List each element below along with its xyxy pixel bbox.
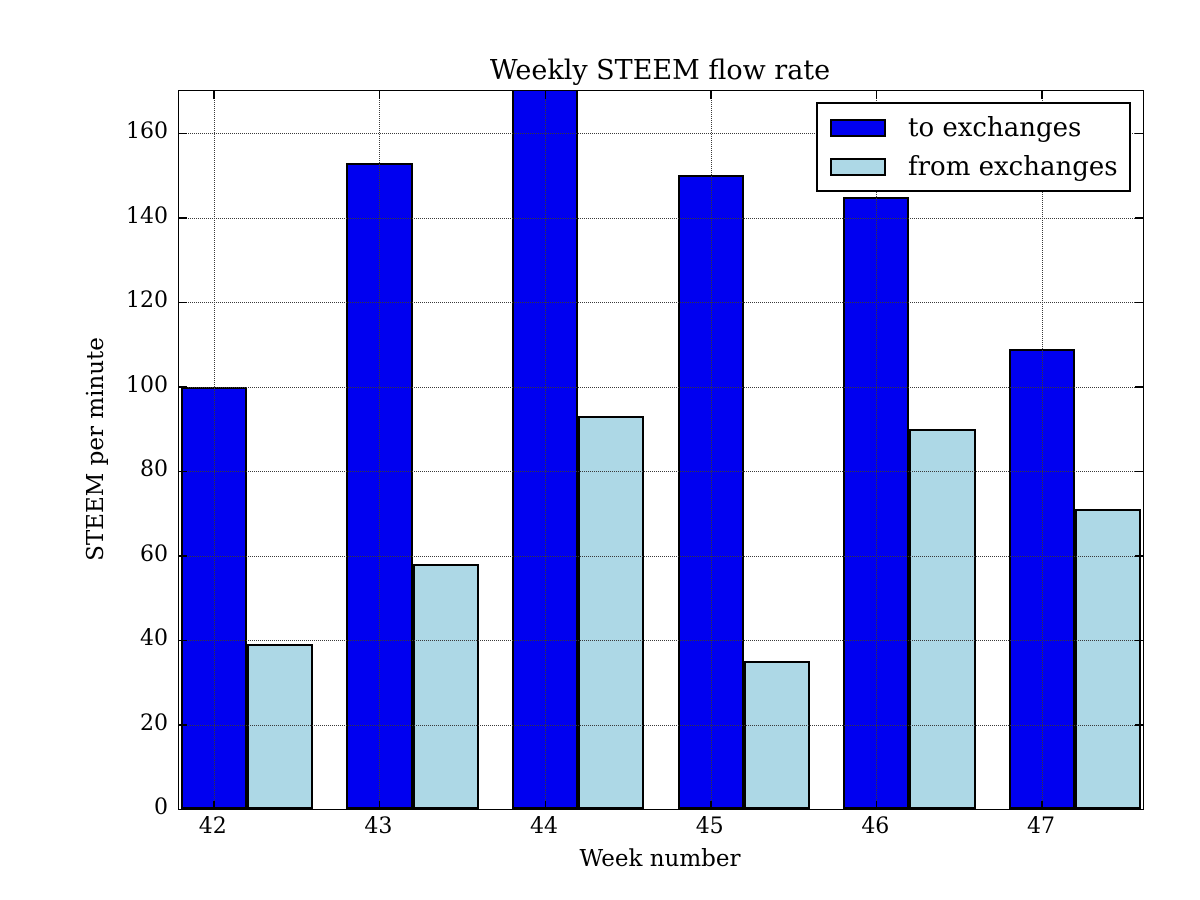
y-tickmark-right-80 <box>1135 470 1143 473</box>
y-gridline-80 <box>179 471 1143 473</box>
y-tickmark-right-40 <box>1135 639 1143 642</box>
x-tickmark-top-43 <box>378 91 381 99</box>
legend: to exchanges from exchanges <box>816 102 1131 192</box>
ytick-label-120: 120 <box>126 288 168 314</box>
y-tickmark-left-40 <box>179 639 187 642</box>
y-axis-label-text: STEEM per minute <box>83 337 109 561</box>
bar-from-exchanges-week-43 <box>412 564 479 809</box>
chart-title: Weekly STEEM flow rate <box>489 55 831 86</box>
x-axis-label: Week number <box>579 846 741 872</box>
x-tickmark-bottom-45 <box>710 801 712 809</box>
x-tickmark-top-45 <box>710 91 712 99</box>
legend-swatch-from-exchanges <box>830 157 886 176</box>
xtick-label-43: 43 <box>364 814 393 839</box>
y-tickmark-right-120 <box>1135 301 1143 304</box>
y-tickmark-right-100 <box>1135 386 1143 388</box>
xtick-label-46: 46 <box>861 814 890 839</box>
y-gridline-140 <box>179 217 1143 219</box>
y-tickmark-left-100 <box>179 386 187 388</box>
x-tickmark-top-47 <box>1041 91 1043 99</box>
legend-swatch-to-exchanges <box>830 118 886 137</box>
x-gridline-46 <box>876 91 878 809</box>
y-tickmark-left-80 <box>179 470 187 473</box>
x-tickmark-bottom-44 <box>544 801 547 809</box>
x-tickmark-top-42 <box>213 91 215 99</box>
y-gridline-160 <box>179 133 1143 135</box>
y-gridline-120 <box>179 302 1143 304</box>
x-tickmark-bottom-43 <box>378 801 381 809</box>
x-gridline-45 <box>710 91 712 809</box>
bar-from-exchanges-week-47 <box>1075 509 1142 809</box>
xtick-label-42: 42 <box>198 814 227 839</box>
x-tickmark-bottom-46 <box>875 801 878 809</box>
xtick-label-44: 44 <box>530 814 559 839</box>
x-tickmark-bottom-42 <box>213 801 215 809</box>
ytick-label-20: 20 <box>140 710 168 736</box>
y-tickmark-right-20 <box>1135 724 1143 726</box>
x-gridline-42 <box>213 91 215 809</box>
x-tickmark-top-46 <box>875 91 878 99</box>
xtick-label-45: 45 <box>695 814 724 839</box>
y-gridline-60 <box>179 555 1143 557</box>
legend-row-from-exchanges: from exchanges <box>830 151 1118 182</box>
y-tickmark-right-60 <box>1135 555 1143 557</box>
ytick-label-160: 160 <box>126 119 168 145</box>
x-tickmark-bottom-47 <box>1041 801 1043 809</box>
y-tickmark-left-120 <box>179 301 187 304</box>
x-tickmark-top-44 <box>544 91 547 99</box>
y-gridline-100 <box>179 386 1143 388</box>
legend-label-to-exchanges: to exchanges <box>908 112 1082 143</box>
y-tickmark-right-160 <box>1135 132 1143 135</box>
y-gridline-20 <box>179 724 1143 726</box>
ytick-label-80: 80 <box>140 457 168 483</box>
ytick-label-60: 60 <box>140 541 168 567</box>
plot-area: to exchanges from exchanges <box>178 90 1144 810</box>
y-tickmark-left-140 <box>179 217 187 219</box>
ytick-label-40: 40 <box>140 626 168 652</box>
x-gridline-43 <box>379 91 381 809</box>
ytick-label-100: 100 <box>126 372 168 398</box>
bar-from-exchanges-week-45 <box>743 661 811 809</box>
x-gridline-44 <box>545 91 547 809</box>
bar-from-exchanges-week-44 <box>578 416 645 809</box>
bar-from-exchanges-week-46 <box>909 428 976 809</box>
y-tickmark-left-60 <box>179 555 187 557</box>
legend-label-from-exchanges: from exchanges <box>908 151 1118 182</box>
y-tickmark-left-160 <box>179 132 187 135</box>
bar-from-exchanges-week-42 <box>246 644 314 809</box>
y-gridline-40 <box>179 640 1143 642</box>
y-tickmark-right-140 <box>1135 217 1143 219</box>
x-gridline-47 <box>1041 91 1043 809</box>
ytick-label-140: 140 <box>126 203 168 229</box>
ytick-label-0: 0 <box>154 795 168 820</box>
y-tickmark-left-20 <box>179 724 187 726</box>
legend-row-to-exchanges: to exchanges <box>830 113 1117 143</box>
xtick-label-47: 47 <box>1026 814 1055 839</box>
